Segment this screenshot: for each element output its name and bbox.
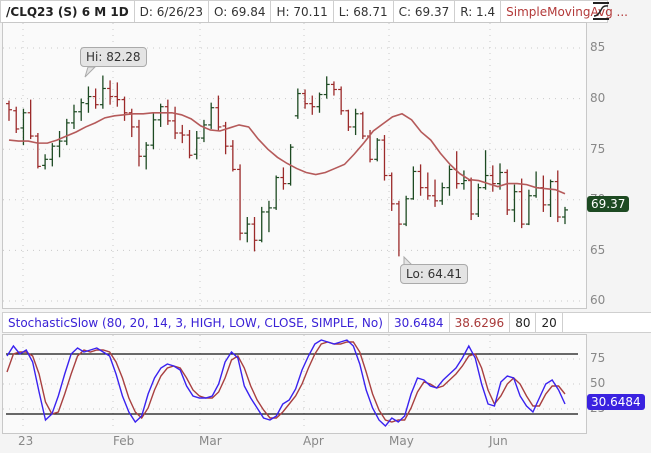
slowk-value: 30.6484 xyxy=(388,312,450,333)
x-label-23: 23 xyxy=(18,434,34,448)
drawing-tools-button[interactable] xyxy=(588,0,614,22)
slowd-value: 38.6296 xyxy=(449,312,511,333)
stoch-tick-50: 50 xyxy=(590,376,606,390)
open-label: O: 69.84 xyxy=(209,0,272,23)
stochastic-title[interactable]: StochasticSlow (80, 20, 14, 3, HIGH, LOW… xyxy=(2,312,389,333)
quote-header: /CLQ23 (S) 6 M 1D D: 6/26/23 O: 69.84 H:… xyxy=(0,0,628,23)
date-label: D: 6/26/23 xyxy=(134,0,210,23)
price-tick-80: 80 xyxy=(590,91,606,105)
x-label-jun: Jun xyxy=(489,434,508,448)
drawing-tools-icon xyxy=(593,2,609,20)
symbol-label[interactable]: /CLQ23 (S) 6 M 1D xyxy=(0,0,135,23)
last-price-badge: 69.37 xyxy=(587,196,630,212)
high-callout: Hi: 82.28 xyxy=(80,47,147,67)
price-tick-85: 85 xyxy=(590,40,606,54)
x-label-feb: Feb xyxy=(113,434,135,448)
x-label-mar: Mar xyxy=(199,434,222,448)
overbought-level: 80 xyxy=(510,312,537,333)
stochastic-header: StochasticSlow (80, 20, 14, 3, HIGH, LOW… xyxy=(2,312,651,333)
price-tick-75: 75 xyxy=(590,142,606,156)
price-tick-65: 65 xyxy=(590,243,606,257)
stochastic-header-spacer xyxy=(562,312,651,333)
oversold-level: 20 xyxy=(536,312,563,333)
low-callout: Lo: 64.41 xyxy=(400,264,469,284)
x-label-may: May xyxy=(389,434,414,448)
high-label: H: 70.11 xyxy=(271,0,334,23)
price-chart-panel[interactable] xyxy=(2,22,587,309)
stoch-last-badge: 30.6484 xyxy=(587,394,645,410)
x-label-apr: Apr xyxy=(303,434,324,448)
stoch-tick-75: 75 xyxy=(590,351,606,365)
price-tick-60: 60 xyxy=(590,293,606,307)
